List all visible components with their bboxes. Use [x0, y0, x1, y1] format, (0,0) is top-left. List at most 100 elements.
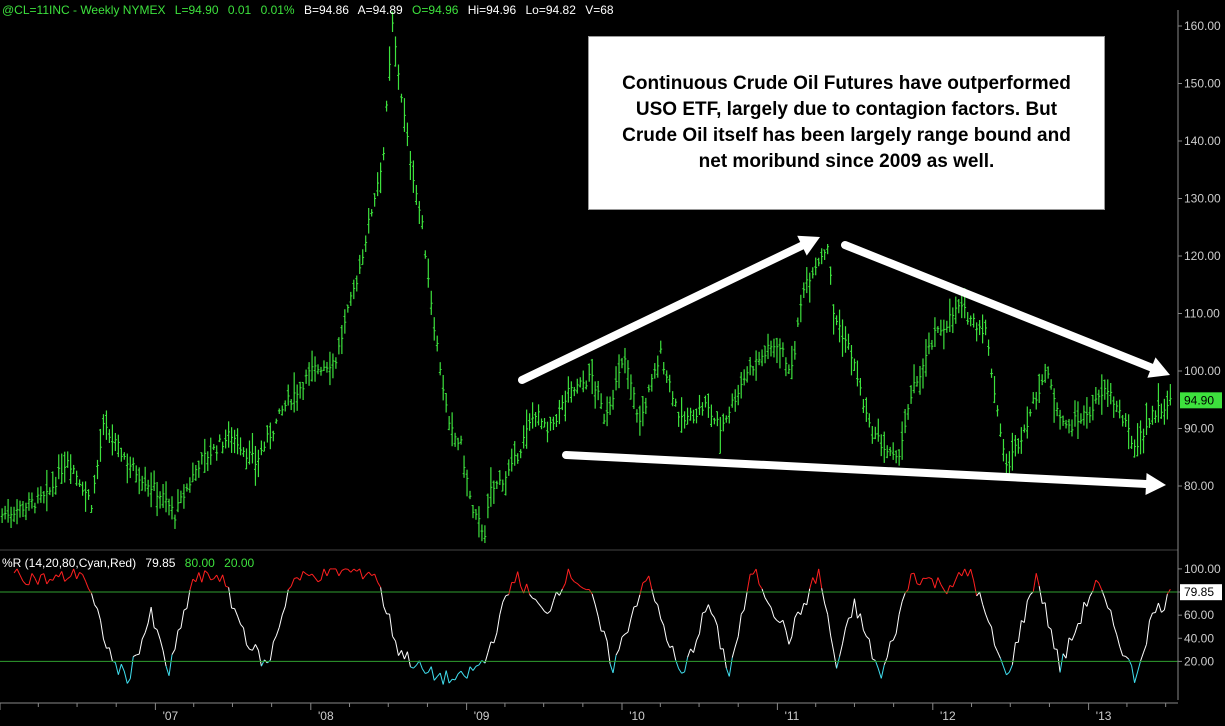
- year-label: '13: [1096, 709, 1112, 723]
- pct-r-segment: [222, 574, 227, 587]
- ohlc-bar: [516, 453, 520, 464]
- pct-r-segment: [862, 629, 867, 637]
- pct-r-segment: [338, 570, 343, 577]
- ohlc-bar: [814, 257, 818, 276]
- pct-r-segment: [144, 622, 149, 633]
- ohlc-bar: [894, 450, 898, 464]
- ohlc-bar: [483, 525, 487, 544]
- last-price-tag-label: 94.90: [1184, 393, 1214, 407]
- ohlc-bar: [349, 291, 353, 306]
- pct-r-segment: [901, 592, 906, 602]
- ohlc-bar: [343, 309, 347, 334]
- pct-r-segment: [34, 577, 39, 585]
- pct-r-segment: [836, 656, 841, 669]
- ohlc-bar: [21, 501, 25, 517]
- pct-r-segment: [830, 635, 835, 652]
- ohlc-bar: [513, 441, 517, 466]
- ohlc-bar: [1151, 405, 1154, 425]
- ohlc-bar: [260, 440, 263, 456]
- ohlc-bar: [611, 389, 615, 410]
- pct-r-segment: [666, 640, 671, 648]
- arrow-head: [1147, 357, 1170, 378]
- year-label: '11: [785, 709, 800, 723]
- pct-r-segment: [85, 580, 90, 589]
- ohlc-bar: [555, 414, 558, 428]
- pct-r-segment: [594, 604, 599, 617]
- pct-r-segment: [925, 577, 930, 579]
- pct-r-segment: [574, 581, 578, 584]
- ohlc-bar: [361, 249, 365, 266]
- pct-r-segment: [994, 644, 998, 652]
- ohlc-bar: [584, 380, 588, 390]
- ask-price: A=94.89: [357, 3, 403, 17]
- pct-r-segment: [964, 568, 969, 577]
- pct-r-segment: [108, 647, 113, 662]
- ohlc-bar: [9, 506, 13, 528]
- pct-r-segment: [845, 618, 849, 629]
- ohlc-bar: [1034, 391, 1038, 410]
- ohlc-bar: [1010, 432, 1014, 471]
- ohlc-bar: [766, 333, 770, 360]
- pct-r-segment: [61, 571, 66, 582]
- pct-r-segment: [639, 582, 644, 595]
- pct-r-segment: [544, 611, 548, 614]
- pct-r-segment: [660, 618, 665, 626]
- pct-r-segment: [657, 604, 662, 619]
- pct-r-segment: [526, 583, 531, 595]
- pct-r-segment: [383, 606, 388, 615]
- low-price: Lo=94.82: [525, 3, 576, 17]
- pct-r-segment: [114, 662, 119, 675]
- ohlc-bar: [131, 457, 135, 471]
- ohlc-bar: [334, 357, 338, 369]
- pct-r-segment: [624, 631, 629, 635]
- pct-r-segment: [79, 571, 83, 575]
- pct-r-segment: [663, 625, 668, 641]
- ohlc-bar: [1136, 423, 1139, 457]
- ohlc-bar: [853, 358, 856, 371]
- ohlc-bar: [1061, 415, 1065, 426]
- pct-r-segment: [791, 617, 796, 637]
- pct-r-segment: [22, 580, 27, 585]
- pct-r-segment: [67, 575, 71, 579]
- ohlc-bar: [1052, 388, 1056, 423]
- ohlc-bar: [57, 454, 61, 480]
- ohlc-bar: [1067, 418, 1071, 434]
- ohlc-bar: [721, 413, 725, 432]
- ohlc-bar: [1031, 392, 1035, 404]
- pct-r-segment: [728, 657, 733, 677]
- ohlc-bar: [772, 338, 776, 358]
- ohlc-bar: [447, 416, 451, 431]
- ohlc-bar: [1118, 399, 1122, 419]
- ohlc-bar: [599, 393, 603, 410]
- ohlc-bar: [531, 402, 534, 429]
- ohlc-bar: [441, 375, 445, 401]
- arrow-shaft: [562, 451, 1151, 489]
- ohlc-bar: [677, 411, 681, 427]
- ohlc-bar: [173, 514, 177, 529]
- ohlc-bar: [614, 366, 618, 391]
- pct-r-segment: [347, 568, 352, 573]
- pct-r-segment: [493, 632, 498, 644]
- ohlc-bar: [116, 434, 120, 458]
- ohlc-bar: [748, 357, 752, 376]
- ohlc-bar: [185, 483, 189, 492]
- price-tick-label: 90.00: [1184, 422, 1214, 436]
- ohlc-bar: [388, 46, 391, 81]
- ohlc-bar: [1019, 427, 1023, 454]
- pct-r-segment: [946, 585, 951, 595]
- ohlc-bar: [376, 172, 380, 197]
- ohlc-bar: [1168, 384, 1172, 406]
- ohlc-bar: [209, 437, 213, 465]
- ohlc-bar: [698, 394, 701, 415]
- ohlc-bar: [277, 408, 281, 414]
- pct-r-segment: [183, 608, 188, 611]
- ohlc-bar: [1049, 379, 1053, 390]
- ohlc-bar: [504, 471, 508, 496]
- pct-r-segment: [1032, 573, 1037, 592]
- ohlc-bar: [724, 415, 728, 423]
- ohlc-bar: [236, 428, 239, 455]
- ohlc-bar: [140, 475, 144, 491]
- ohlc-bar: [227, 421, 231, 448]
- ohlc-bar: [119, 447, 123, 462]
- pct-r-segment: [934, 577, 939, 589]
